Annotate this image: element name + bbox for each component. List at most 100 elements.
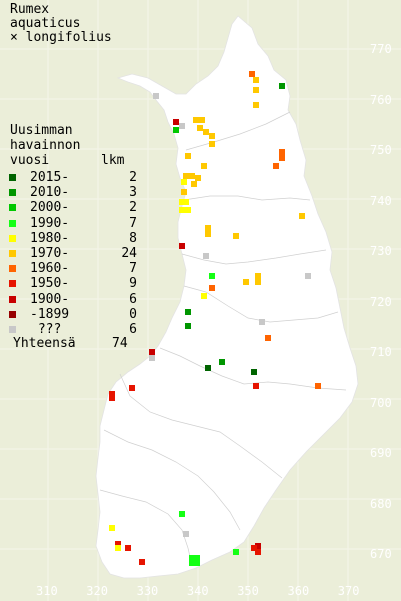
legend-row-label: 2010- — [30, 185, 70, 201]
map-title-line-2: aquaticus — [10, 16, 81, 31]
observation-marker — [253, 77, 259, 83]
observation-marker — [243, 279, 249, 285]
x-axis-tick-label: 370 — [337, 584, 360, 598]
observation-marker — [279, 83, 285, 89]
legend-row-count: 2 — [129, 170, 137, 185]
observation-marker — [179, 243, 185, 249]
legend-swatch — [9, 310, 16, 318]
legend-row-label: 2015- — [30, 170, 70, 185]
observation-marker — [125, 545, 131, 551]
observation-marker — [183, 173, 189, 179]
legend-row-count: 2 — [129, 200, 137, 216]
observation-marker — [279, 155, 285, 161]
x-axis-tick-label: 320 — [86, 584, 108, 598]
observation-marker — [253, 383, 259, 389]
observation-marker — [209, 273, 215, 279]
legend-row-label: 1950- — [30, 276, 70, 292]
y-axis-tick-label: 700 — [370, 395, 392, 410]
observation-marker — [203, 253, 209, 259]
observation-marker — [199, 117, 205, 123]
observation-marker — [233, 233, 239, 239]
legend-header-line-3: vuosi — [10, 153, 50, 168]
observation-marker — [219, 359, 225, 365]
legend-swatch — [9, 204, 16, 212]
legend-row-label: 2000- — [30, 200, 70, 216]
legend-total-count: 74 — [112, 336, 128, 351]
observation-marker — [109, 391, 115, 397]
y-axis-tick-label: 720 — [370, 294, 392, 309]
observation-marker — [203, 129, 209, 135]
map-title-line-3: × longifolius — [10, 30, 112, 45]
x-axis-tick-label: 350 — [237, 584, 259, 598]
observation-marker — [191, 181, 197, 187]
observation-marker — [233, 549, 239, 555]
y-axis-tick-label: 750 — [370, 143, 392, 157]
observation-marker — [195, 175, 201, 181]
legend-row-label: -1899 — [30, 306, 70, 322]
observation-marker — [183, 531, 189, 537]
observation-marker — [185, 153, 191, 159]
legend-row-count: 6 — [129, 291, 137, 307]
legend-count-header: lkm — [101, 153, 125, 168]
observation-marker — [109, 395, 115, 401]
legend-total-label: Yhteensä — [13, 336, 76, 351]
y-axis-tick-label: 760 — [370, 92, 392, 107]
legend-swatch — [9, 189, 16, 197]
observation-marker — [299, 213, 305, 219]
observation-marker — [185, 309, 191, 315]
observation-marker — [253, 87, 259, 93]
legend-row-label: 1990- — [30, 215, 70, 231]
observation-marker — [259, 319, 265, 325]
observation-marker — [115, 541, 121, 547]
observation-marker — [305, 273, 311, 279]
observation-marker — [197, 125, 203, 131]
observation-marker — [205, 231, 211, 237]
observation-marker — [149, 349, 155, 355]
observation-marker — [209, 133, 215, 139]
legend-swatch — [9, 234, 16, 242]
observation-marker — [189, 173, 195, 179]
legend-swatch — [9, 250, 16, 257]
observation-marker — [205, 225, 211, 231]
province-borders — [99, 111, 347, 567]
y-axis-tick-label: 670 — [370, 547, 392, 561]
legend-swatch — [9, 280, 16, 288]
observation-marker — [173, 127, 179, 133]
observation-marker — [179, 511, 185, 517]
legend-row-count: 8 — [129, 230, 137, 246]
observation-marker — [185, 323, 191, 329]
x-axis-tick-label: 340 — [186, 584, 209, 598]
observation-markers — [109, 71, 321, 566]
observation-marker — [185, 207, 191, 213]
legend-row-label: 1970- — [30, 246, 70, 261]
legend-row-count: 7 — [129, 215, 137, 231]
observation-marker — [193, 117, 199, 123]
observation-marker — [251, 545, 257, 551]
observation-marker — [201, 163, 207, 169]
legend-swatch — [9, 219, 16, 227]
legend-row-count: 24 — [121, 246, 137, 261]
observation-marker — [179, 207, 185, 213]
legend-row-count: 3 — [129, 185, 137, 201]
observation-marker — [129, 385, 135, 391]
legend-header-line-2: havainnon — [10, 138, 81, 153]
y-axis-tick-label: 710 — [370, 345, 392, 359]
observation-marker — [179, 199, 185, 205]
y-axis-tick-label: 730 — [370, 244, 392, 258]
x-axis-tick-label: 310 — [36, 584, 58, 598]
observation-marker — [173, 119, 179, 125]
legend-row-count: 7 — [129, 261, 137, 277]
legend-row-count: 0 — [129, 306, 137, 322]
observation-marker — [265, 335, 271, 341]
observation-marker — [273, 163, 279, 169]
observation-marker — [255, 279, 261, 285]
legend-row-label: 1980- — [30, 230, 70, 246]
y-axis-tick-label: 770 — [370, 42, 392, 56]
y-axis-tick-label: 690 — [370, 446, 392, 460]
observation-marker — [279, 149, 285, 155]
observation-marker — [189, 555, 200, 566]
legend-row-label: ??? — [30, 322, 62, 337]
legend-swatch — [9, 295, 16, 303]
legend-row-count: 6 — [129, 322, 137, 337]
